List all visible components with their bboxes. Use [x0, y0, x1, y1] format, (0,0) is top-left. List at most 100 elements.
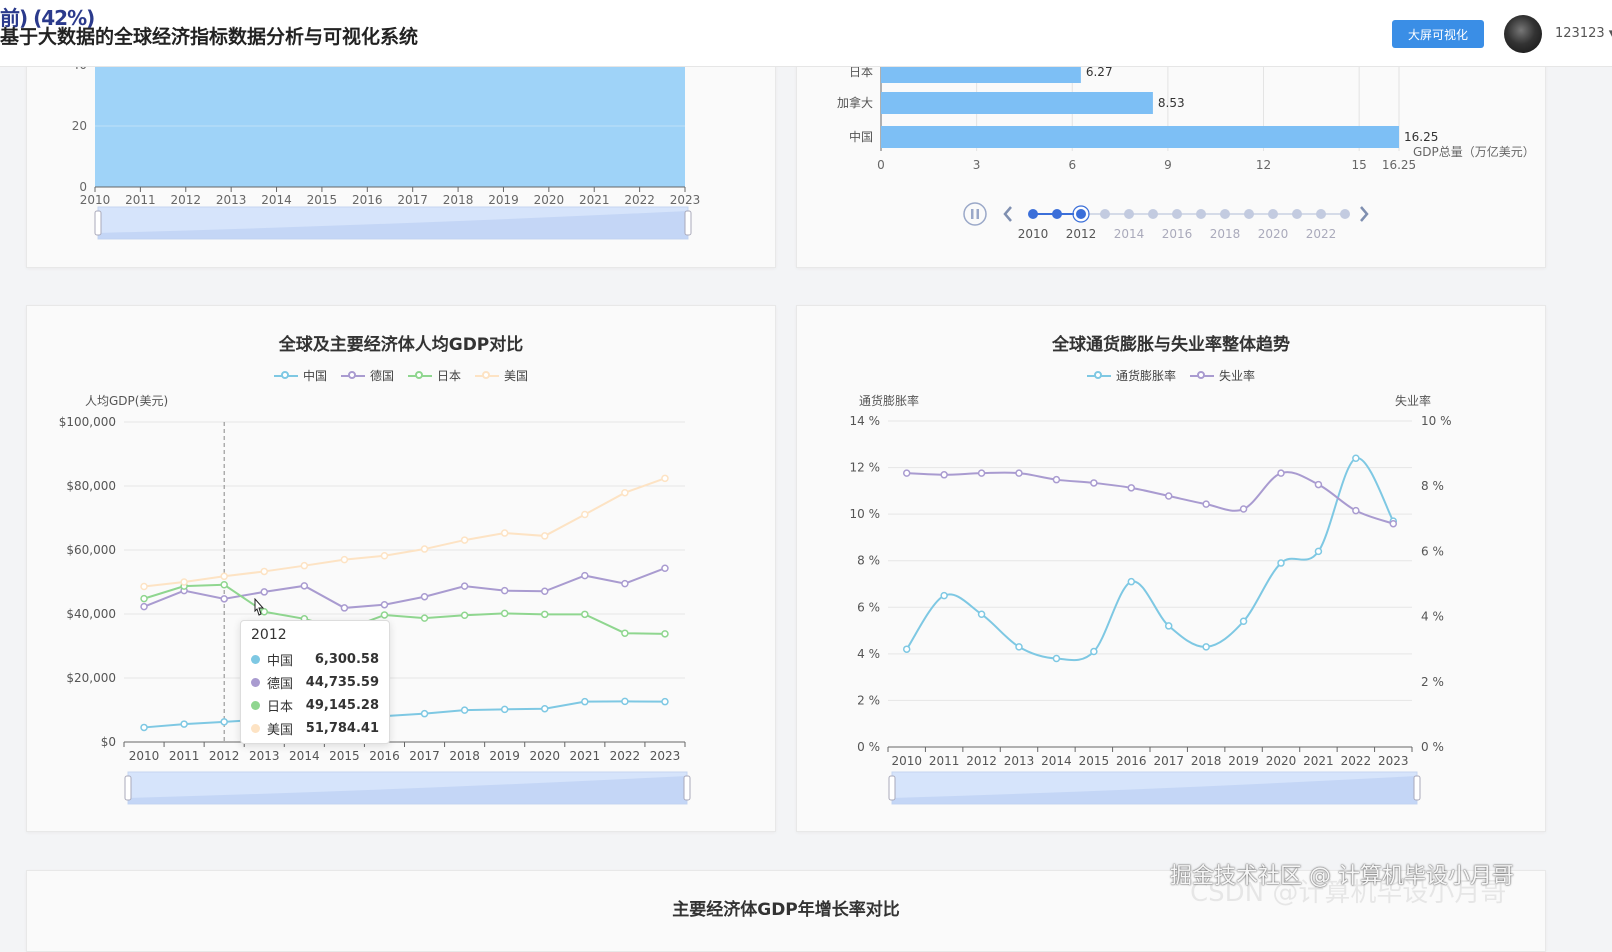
mouse-cursor-icon [254, 598, 265, 616]
timeline-dot [1028, 209, 1038, 219]
data-point [180, 720, 188, 728]
legend-label: 日本 [437, 369, 462, 383]
data-point [220, 718, 228, 726]
timeline-dot [1172, 209, 1182, 219]
x-tick-label: 2015 [1079, 754, 1110, 768]
area-chart: 0204020102011201220132014201520162017201… [72, 58, 700, 240]
x-tick-label: 2021 [1303, 754, 1334, 768]
legend-label: 失业率 [1219, 369, 1256, 383]
legend-item-germany[interactable]: 德国 [340, 367, 394, 384]
x-tick-label: 3 [973, 158, 981, 172]
data-point [1239, 505, 1248, 513]
x-tick-label: 12 [1256, 158, 1271, 172]
data-point [460, 611, 469, 620]
data-point [902, 469, 911, 477]
y-tick-label-right: 6 % [1421, 544, 1444, 558]
watermark: 掘金技术社区 @ 计算机毕设小月哥 [1170, 864, 1514, 889]
legend-item-japan[interactable]: 日本 [408, 367, 461, 384]
x-tick-label: 2020 [1266, 754, 1297, 768]
data-point [220, 572, 228, 581]
panel-title: 主要经济体GDP年增长率对比 [672, 900, 900, 920]
x-tick-label: 2017 [1153, 754, 1184, 768]
legend-label: 通货膨胀率 [1115, 369, 1176, 383]
y-tick-label-left: 0 % [857, 740, 880, 754]
gdp-per-capita-line-chart: 人均GDP(美元) $0 $20,000 $40,000 $60,000 $80,000 $… [59, 394, 691, 805]
legend-marker [1086, 370, 1111, 382]
chart-tooltip: 2012 中国 6,300.58 德国 44,735.59 日本 49,145.28 … [240, 620, 390, 744]
tooltip-title: 2012 [251, 627, 287, 643]
bar [881, 126, 1399, 148]
y-axis-label-right: 失业率 [1395, 393, 1431, 408]
tooltip-value: 49,145.28 [305, 697, 379, 713]
legend-item-china[interactable]: 中国 [273, 367, 327, 384]
avatar[interactable] [1504, 15, 1542, 53]
data-point [661, 697, 669, 706]
datazoom-handle-right [684, 210, 692, 236]
data-label: 6.27 [1086, 65, 1113, 79]
data-point [1164, 492, 1173, 500]
data-point [420, 592, 429, 601]
legend-label: 美国 [504, 369, 529, 383]
username-menu[interactable]: 123123 ▾ [1555, 26, 1612, 41]
datazoom-preview [128, 776, 687, 804]
y-tick-label: $80,000 [66, 479, 116, 493]
legend-item-inflation[interactable]: 通货膨胀率 [1086, 367, 1176, 384]
data-point [541, 587, 549, 596]
data-point [940, 591, 948, 600]
tooltip-series-name: 德国 [267, 676, 294, 692]
timeline-dot [1074, 207, 1088, 221]
series-dot [251, 654, 260, 664]
x-tick-label: 2016 [369, 749, 400, 763]
y-tick-label: $20,000 [66, 671, 116, 685]
data-point [1239, 617, 1248, 626]
data-point [1314, 547, 1323, 556]
datazoom-preview [98, 211, 688, 239]
data-point [977, 610, 986, 619]
y-tick-label: 0 [79, 180, 87, 194]
data-point [1052, 475, 1061, 484]
x-tick-label: 2013 [216, 193, 247, 207]
x-tick-label: 2016 [1116, 754, 1147, 768]
data-point [621, 579, 629, 588]
data-point [140, 582, 148, 591]
data-point [500, 529, 509, 537]
y-tick-label: 中国 [849, 129, 873, 144]
y-tick-label: $40,000 [66, 607, 116, 621]
timeline-label: 2010 [1018, 227, 1049, 241]
data-point [340, 604, 349, 612]
data-point [1015, 469, 1023, 477]
x-axis-label: GDP总量（万亿美元） [1413, 144, 1535, 159]
data-point [541, 704, 549, 713]
series-dot [251, 723, 260, 733]
timeline-dot [1124, 209, 1134, 219]
big-screen-button[interactable]: 大屏可视化 [1392, 20, 1484, 48]
watermark-faint: CSDN @计算机毕设小月哥 [1190, 878, 1507, 908]
x-tick-label: 2019 [488, 193, 519, 207]
y-tick-label-left: 14 % [850, 414, 881, 428]
x-tick-label: 2011 [929, 754, 960, 768]
data-point [1015, 643, 1023, 651]
x-tick-label: 15 [1352, 158, 1367, 172]
legend-item-unemployment[interactable]: 失业率 [1190, 367, 1255, 384]
datazoom-handle-left [888, 775, 896, 801]
timeline-label: 2018 [1210, 227, 1241, 241]
series-line [143, 567, 666, 609]
app-title: 基于大数据的全球经济指标数据分析与可视化系统 [0, 26, 419, 48]
data-point [140, 594, 148, 603]
legend-label: 德国 [369, 369, 394, 383]
legend-item-usa[interactable]: 美国 [475, 367, 528, 384]
x-tick-label: 2021 [579, 193, 610, 207]
legend-marker [475, 370, 500, 382]
data-label: 8.53 [1158, 96, 1185, 110]
legend: 通货膨胀率 失业率 [797, 367, 1545, 384]
timeline-dot [1244, 209, 1254, 219]
data-point [621, 697, 629, 706]
data-point [300, 561, 309, 570]
x-tick-label: 2018 [443, 193, 474, 207]
y-tick-label-right: 4 % [1421, 610, 1444, 624]
data-point [1127, 484, 1136, 492]
y-tick-label-right: 0 % [1421, 740, 1444, 754]
legend-marker [273, 370, 298, 382]
app-header: 前) (42%) 基于大数据的全球经济指标数据分析与可视化系统 大屏可视化 12… [0, 0, 1612, 67]
x-tick-label: 2010 [891, 754, 922, 768]
